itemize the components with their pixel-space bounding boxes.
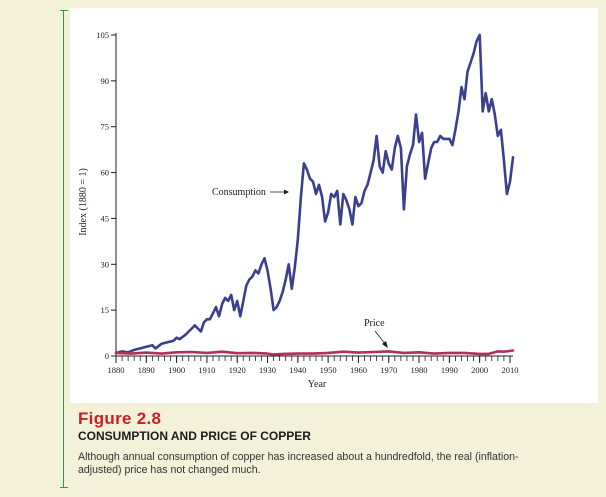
- price-annotation-arrowhead: [382, 341, 388, 348]
- x-tick-label: 2010: [501, 365, 518, 375]
- figure-title: CONSUMPTION AND PRICE OF COPPER: [78, 429, 311, 443]
- figure-label: Figure 2.8: [78, 409, 162, 428]
- x-tick-label: 1970: [380, 365, 397, 375]
- y-axis-label: Index (1880 = 1): [78, 168, 89, 236]
- y-tick-label: 105: [96, 30, 109, 40]
- x-tick-label: 1930: [259, 365, 276, 375]
- frame-rule-bottom-cap: [60, 487, 68, 488]
- consumption-annotation-arrowhead: [284, 189, 289, 195]
- figure-caption: Figure 2.8 CONSUMPTION AND PRICE OF COPP…: [78, 410, 588, 477]
- x-tick-label: 1990: [441, 365, 458, 375]
- y-tick-label: 60: [101, 168, 110, 178]
- x-tick-label: 1960: [350, 365, 367, 375]
- x-tick-label: 2000: [471, 365, 488, 375]
- x-tick-label: 1910: [198, 365, 215, 375]
- x-tick-label: 1950: [320, 365, 337, 375]
- figure-description: Although annual consumption of copper ha…: [78, 451, 519, 476]
- y-tick-label: 30: [101, 259, 110, 269]
- y-tick-label: 0: [105, 351, 109, 361]
- x-axis-label: Year: [308, 379, 327, 390]
- frame-rule-top-cap: [60, 10, 68, 11]
- x-tick-label: 1890: [138, 365, 155, 375]
- x-tick-label: 1920: [229, 365, 246, 375]
- y-tick-label: 75: [101, 122, 110, 132]
- x-tick-label: 1900: [168, 365, 185, 375]
- x-tick-label: 1980: [411, 365, 428, 375]
- price-series-line: [114, 349, 515, 356]
- plot-panel: [70, 8, 598, 403]
- consumption-series-line: [114, 33, 515, 355]
- y-tick-label: 45: [101, 213, 110, 223]
- y-tick-label: 15: [101, 305, 110, 315]
- frame-rule: [63, 10, 64, 488]
- y-tick-label: 90: [101, 76, 110, 86]
- consumption-annotation: Consumption: [212, 187, 266, 198]
- price-annotation: Price: [364, 318, 385, 329]
- x-tick-label: 1940: [289, 365, 306, 375]
- axes: 0 15 30 45 60 75 90 105 1880 1890 1900 1910 1920 1930…: [96, 30, 518, 375]
- series-layer: [114, 33, 515, 356]
- copper-chart: 0 15 30 45 60 75 90 105 1880 1890 1900 1910 1920 1930…: [78, 30, 518, 390]
- x-tick-label: 1880: [108, 365, 125, 375]
